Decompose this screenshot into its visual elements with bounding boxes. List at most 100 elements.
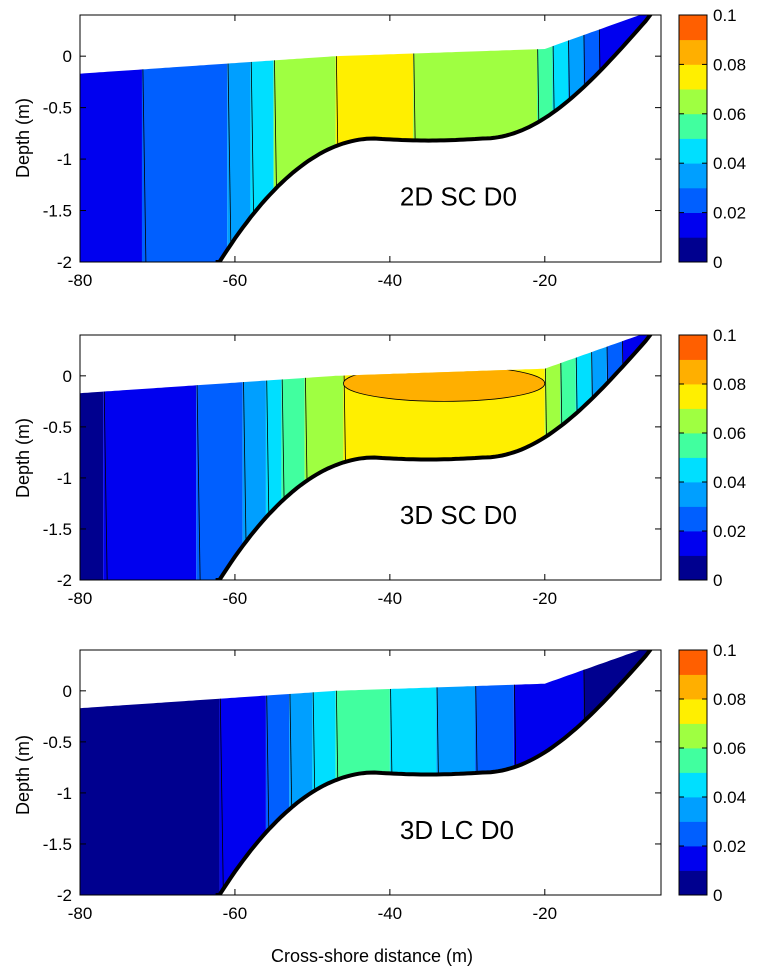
y-axis-label: Depth (m) [13, 418, 33, 498]
colorbar: 0 0.02 0.04 0.06 0.08 0.1 [678, 6, 746, 272]
contour-band [141, 15, 228, 262]
colorbar: 0 0.02 0.04 0.06 0.08 0.1 [678, 326, 746, 590]
colorbar-segment [679, 531, 707, 556]
y-tick-label: -2 [57, 571, 72, 590]
colorbar-segment [679, 113, 707, 139]
colorbar-segment [679, 237, 707, 263]
contour-band [312, 650, 336, 895]
colorbar-tick-label: 0.06 [713, 105, 746, 124]
y-tick-label: -2 [57, 253, 72, 272]
y-tick-label: -1 [57, 150, 72, 169]
contour-band [622, 335, 661, 580]
colorbar-segment [679, 163, 707, 189]
colorbar-tick-label: 0 [713, 253, 722, 272]
colorbar-segment [679, 870, 707, 896]
contour-band [591, 335, 607, 580]
y-tick-label: -1 [57, 784, 72, 803]
contour-band [599, 15, 661, 262]
contour-band [80, 15, 142, 262]
contour-band [250, 15, 274, 262]
colorbar-segment [679, 89, 707, 115]
colorbar-segment [679, 748, 707, 773]
contour-line [536, 15, 542, 262]
x-tick-label: -20 [533, 589, 558, 608]
contour-band [265, 650, 290, 895]
x-tick-label: -80 [68, 589, 93, 608]
panel-label: 2D SC D0 [400, 181, 517, 211]
colorbar-segment [679, 433, 707, 458]
y-tick-label: -1.5 [43, 202, 72, 221]
colorbar-segment [679, 457, 707, 483]
colorbar-segment [679, 650, 707, 675]
contour-band [342, 365, 546, 402]
colorbar-tick-label: 0 [713, 886, 722, 905]
colorbar-segment [679, 674, 707, 700]
contour-band [568, 15, 584, 262]
contour-band [304, 335, 344, 580]
colorbar-segment [679, 797, 707, 822]
colorbar-segment [679, 699, 707, 724]
contour-band [537, 15, 553, 262]
colorbar-segment [679, 187, 707, 213]
colorbar-tick-label: 0.04 [713, 788, 746, 807]
colorbar-segment [679, 723, 707, 749]
y-tick-label: 0 [63, 682, 72, 701]
colorbar-segment [679, 15, 707, 41]
colorbar-segment [679, 408, 707, 434]
seabed-profile-line [215, 15, 653, 262]
contour-band [242, 335, 266, 580]
contour-band [103, 335, 197, 580]
panel-2: -80 -60 -40 -20 -2 -1.5 -1 -0.5 0 3D SC D0 [43, 334, 662, 608]
y-tick-label: -1.5 [43, 835, 72, 854]
colorbar-tick-label: 0.1 [713, 326, 737, 345]
colorbar-tick-label: 0.1 [713, 6, 737, 25]
y-tick-label: -1.5 [43, 520, 72, 539]
colorbar-tick-label: 0.08 [713, 690, 746, 709]
axes-frame [79, 334, 662, 581]
y-tick-label: 0 [63, 367, 72, 386]
colorbar-tick-label: 0.1 [713, 641, 737, 660]
colorbar-segment [679, 384, 707, 409]
colorbar-segment [679, 64, 707, 90]
contour-band [289, 650, 313, 895]
x-axis-label: Cross-shore distance (m) [271, 946, 473, 966]
contour-band [281, 335, 305, 580]
contour-band [196, 335, 243, 580]
contour-band [583, 15, 600, 262]
panel-1: -80 -60 -40 -20 -2 -1.5 -1 -0.5 0 2D SC D0 [43, 14, 662, 290]
colorbar-tick-label: 0.06 [713, 739, 746, 758]
contour-band [552, 15, 569, 262]
axes-frame [79, 649, 662, 896]
y-axis-label: Depth (m) [13, 98, 33, 178]
colorbar-tick-label: 0 [713, 571, 722, 590]
contour-band [544, 335, 561, 580]
contour-band [80, 650, 220, 895]
x-tick-label: -60 [223, 904, 248, 923]
colorbar-tick-label: 0.02 [713, 837, 746, 856]
x-tick-label: -40 [378, 271, 403, 290]
panel-3: -80 -60 -40 -20 -2 -1.5 -1 -0.5 0 3D LC D0 [43, 649, 662, 923]
y-tick-label: -1 [57, 469, 72, 488]
colorbar-segment [679, 335, 707, 360]
x-tick-label: -20 [533, 271, 558, 290]
x-tick-label: -20 [533, 904, 558, 923]
colorbar: 0 0.02 0.04 0.06 0.08 0.1 [678, 641, 746, 905]
seabed-profile-line [215, 650, 653, 895]
y-tick-label: -0.5 [43, 418, 72, 437]
colorbar-segment [679, 212, 707, 238]
y-tick-label: 0 [63, 47, 72, 66]
y-tick-label: -2 [57, 886, 72, 905]
contour-band [560, 335, 576, 580]
panel-label: 3D SC D0 [400, 500, 517, 530]
x-tick-label: -80 [68, 904, 93, 923]
contour-band [80, 335, 104, 580]
colorbar-segment [679, 506, 707, 532]
x-tick-label: -60 [223, 271, 248, 290]
colorbar-segment [679, 555, 707, 581]
panel-label: 3D LC D0 [400, 815, 514, 845]
contour-band [227, 15, 251, 262]
y-tick-label: -0.5 [43, 99, 72, 118]
x-tick-label: -40 [378, 589, 403, 608]
colorbar-tick-label: 0.08 [713, 375, 746, 394]
